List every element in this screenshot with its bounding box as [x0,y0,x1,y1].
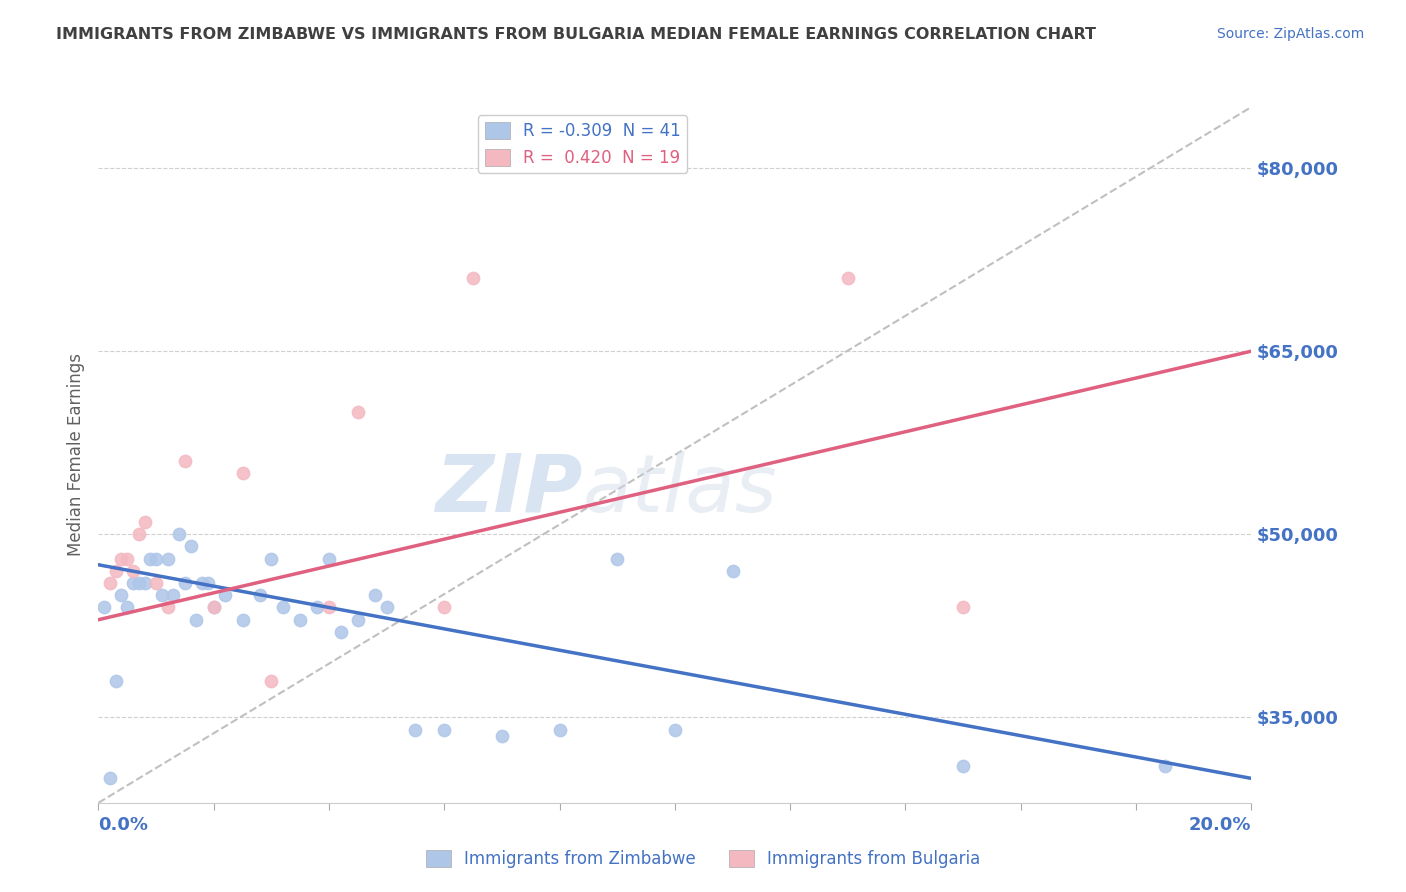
Legend: Immigrants from Zimbabwe, Immigrants from Bulgaria: Immigrants from Zimbabwe, Immigrants fro… [419,843,987,875]
Point [122,576,145,591]
Point [364,588,387,602]
Text: ZIP: ZIP [436,450,582,529]
Point [202,600,225,615]
Point [318,600,340,615]
Point [197,576,219,591]
Point [307,600,329,615]
Point [174,454,197,468]
Point [98,576,121,591]
Point [104,564,127,578]
Point [214,588,236,602]
Point [145,576,167,591]
Legend: R = -0.309  N = 41, R =  0.420  N = 19: R = -0.309 N = 41, R = 0.420 N = 19 [478,115,688,173]
Point [1153,759,1175,773]
Point [548,723,571,737]
Point [134,515,156,529]
Point [156,600,179,615]
Point [260,673,283,688]
Point [104,673,127,688]
Point [128,576,150,591]
Point [606,551,628,566]
Point [433,600,456,615]
Point [837,271,859,285]
Point [318,551,340,566]
Point [290,613,312,627]
Point [375,600,398,615]
Point [180,540,202,554]
Point [664,723,686,737]
Point [167,527,190,541]
Point [231,467,254,481]
Point [202,600,225,615]
Point [231,613,254,627]
Text: 0.0%: 0.0% [98,816,149,834]
Point [186,613,208,627]
Point [145,551,167,566]
Text: Source: ZipAtlas.com: Source: ZipAtlas.com [1216,27,1364,41]
Point [122,564,145,578]
Point [134,576,156,591]
Y-axis label: Median Female Earnings: Median Female Earnings [66,353,84,557]
Point [249,588,271,602]
Point [329,624,352,639]
Point [952,759,974,773]
Point [952,600,974,615]
Point [162,588,184,602]
Point [461,271,484,285]
Point [491,729,513,743]
Point [110,588,132,602]
Point [260,551,283,566]
Point [93,600,115,615]
Point [128,527,150,541]
Point [346,613,368,627]
Point [174,576,197,591]
Point [98,772,121,786]
Point [156,551,179,566]
Point [117,551,139,566]
Point [346,405,368,419]
Point [117,600,139,615]
Point [110,551,132,566]
Point [405,723,427,737]
Text: 20.0%: 20.0% [1189,816,1251,834]
Point [721,564,744,578]
Point [433,723,456,737]
Point [271,600,294,615]
Point [139,551,162,566]
Point [191,576,214,591]
Point [150,588,173,602]
Text: atlas: atlas [582,450,778,529]
Text: IMMIGRANTS FROM ZIMBABWE VS IMMIGRANTS FROM BULGARIA MEDIAN FEMALE EARNINGS CORR: IMMIGRANTS FROM ZIMBABWE VS IMMIGRANTS F… [56,27,1097,42]
